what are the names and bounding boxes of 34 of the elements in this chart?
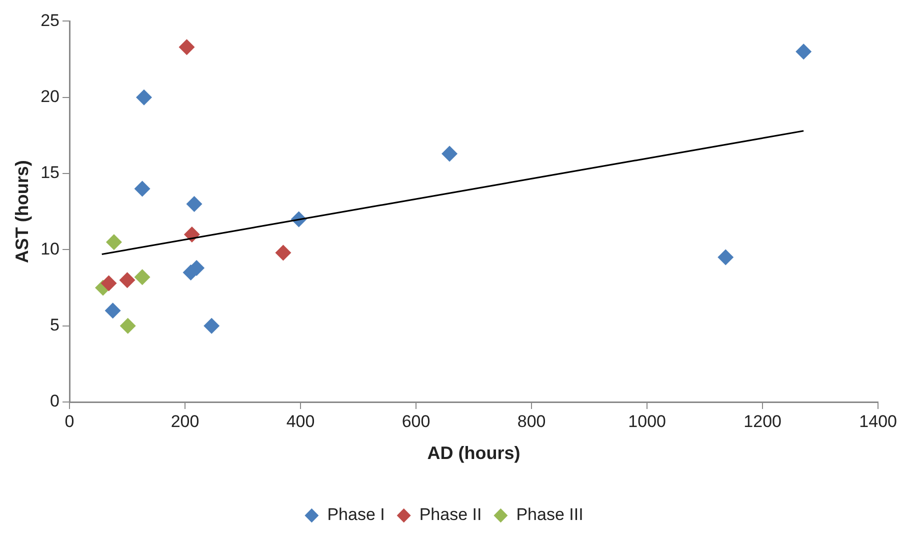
point xyxy=(134,180,150,197)
x-tick-label: 600 xyxy=(402,412,430,431)
y-tick-label: 0 xyxy=(50,392,60,411)
x-tick-label: 1200 xyxy=(744,412,782,431)
point xyxy=(442,146,458,162)
point xyxy=(178,39,195,56)
y-tick-label: 15 xyxy=(40,163,60,182)
legend-label: Phase II xyxy=(419,505,482,524)
x-axis-title: AD (hours) xyxy=(427,443,520,464)
point xyxy=(119,272,136,288)
y-axis-title: AST (hours) xyxy=(12,160,32,264)
x-tick-label: 200 xyxy=(170,412,200,431)
x-tick-label: 800 xyxy=(517,412,546,431)
point xyxy=(120,318,136,334)
legend-label: Phase III xyxy=(516,505,584,524)
x-tick-label: 0 xyxy=(64,412,74,431)
point xyxy=(104,302,121,319)
point xyxy=(134,269,150,286)
x-tick-label: 400 xyxy=(286,412,315,431)
point xyxy=(136,89,152,106)
x-tick-label: 1000 xyxy=(628,412,666,431)
y-tick-label: 20 xyxy=(40,87,60,106)
point xyxy=(186,196,202,212)
y-tick-label: 25 xyxy=(40,10,60,30)
point xyxy=(275,244,292,261)
legend-label: Phase I xyxy=(327,505,385,524)
x-tick-label: 1400 xyxy=(859,412,898,431)
point xyxy=(796,44,812,60)
y-tick-label: 10 xyxy=(40,239,60,258)
point xyxy=(106,234,122,250)
y-tick-label: 5 xyxy=(50,316,60,335)
point xyxy=(204,318,220,334)
point xyxy=(100,275,117,292)
point xyxy=(718,249,734,266)
